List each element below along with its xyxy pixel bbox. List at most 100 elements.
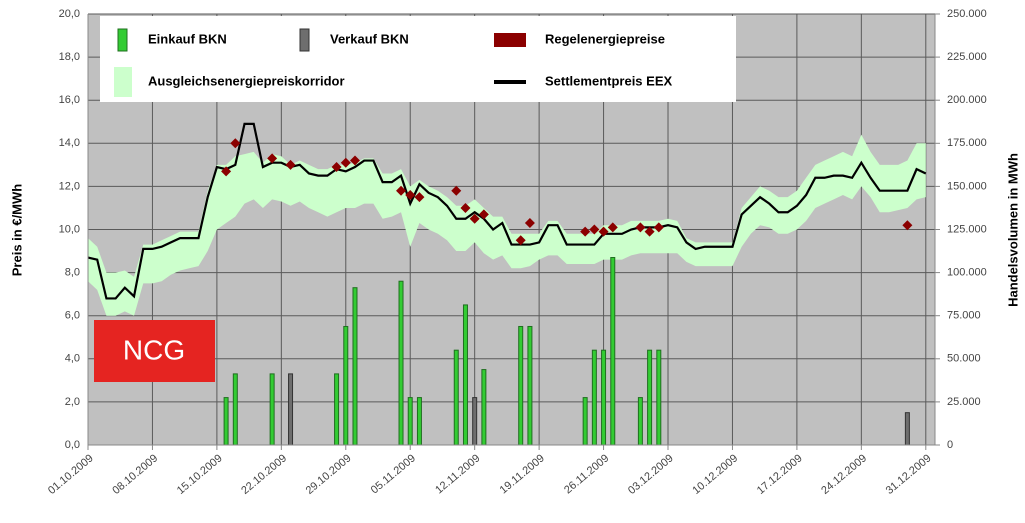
y-tick-label: 18,0 (59, 51, 80, 63)
price-marker (644, 226, 655, 237)
price-marker (340, 157, 351, 168)
x-tick-label: 22.10.2009 (239, 452, 289, 497)
price-marker (598, 226, 609, 237)
price-marker (267, 153, 278, 164)
volume-bar (398, 280, 404, 446)
x-tick-label: 26.11.2009 (562, 452, 611, 496)
volume-bar (407, 397, 413, 446)
volume-bar (904, 412, 910, 446)
x-tick-label: 01.10.2009 (46, 452, 96, 497)
price-marker (478, 209, 489, 220)
x-tick-label: 05.11.2009 (369, 452, 418, 496)
legend-label: Verkauf BKN (330, 31, 409, 46)
volume-bar (647, 349, 653, 446)
price-marker (469, 213, 480, 224)
y2-tick-label: 175.000 (947, 137, 987, 149)
volume-bar (269, 373, 275, 446)
price-marker (653, 222, 664, 233)
legend-items: Einkauf BKN Verkauf BKN Regelenergieprei… (114, 28, 672, 97)
price-marker (515, 235, 526, 246)
y2-tick-label: 50.000 (947, 353, 981, 365)
volume-bar (472, 397, 478, 446)
volume-bar (453, 349, 459, 446)
y-tick-label: 2,0 (65, 396, 80, 408)
annotation: NCG (123, 334, 185, 365)
legend-swatch (117, 28, 128, 52)
y-tick-label: 4,0 (65, 353, 80, 365)
volume-bar (462, 304, 468, 446)
volume-bar (232, 373, 238, 446)
x-tick-label: 24.12.2009 (819, 452, 869, 497)
x-tick-label: 10.12.2009 (690, 452, 740, 497)
corridor-area (88, 134, 926, 316)
legend-swatch (114, 67, 132, 97)
x-tick-label: 08.10.2009 (110, 452, 160, 497)
y2-tick-label: 75.000 (947, 310, 981, 322)
y2-axis-title: Handelsvolumen in MWh (1005, 153, 1020, 307)
price-marker (221, 166, 232, 177)
price-marker (414, 192, 425, 203)
price-marker (285, 159, 296, 170)
x-tick-label: 19.11.2009 (498, 452, 547, 496)
legend-label: Einkauf BKN (148, 31, 227, 46)
x-tick-label: 31.12.2009 (884, 452, 934, 497)
x-tick-label: 29.10.2009 (304, 452, 354, 497)
price-marker (607, 222, 618, 233)
y-tick-label: 0,0 (65, 439, 80, 451)
volume-bar (527, 325, 533, 446)
volume-bar (637, 397, 643, 446)
y2-tick-label: 225.000 (947, 51, 987, 63)
price-marker (524, 218, 535, 229)
y2-tick-label: 250.000 (947, 8, 987, 20)
y-tick-label: 10,0 (59, 223, 80, 235)
volume-bar (223, 397, 229, 446)
volume-bar (343, 325, 349, 446)
price-marker (230, 138, 241, 149)
x-tick-label: 15.10.2009 (175, 452, 225, 497)
y-tick-label: 16,0 (59, 94, 80, 106)
y2-tick-label: 100.000 (947, 267, 987, 279)
price-marker (460, 202, 471, 213)
y-tick-label: 8,0 (65, 267, 80, 279)
x-tick-label: 03.12.2009 (626, 452, 676, 497)
volume-bar (481, 369, 487, 446)
volume-bar (610, 257, 616, 446)
price-marker (405, 190, 416, 201)
volume-bar (601, 349, 607, 446)
x-tick-label: 12.11.2009 (433, 452, 482, 496)
volume-bar (416, 397, 422, 446)
y2-tick-label: 150.000 (947, 180, 987, 192)
y2-tick-label: 0 (947, 439, 953, 451)
y-tick-label: 6,0 (65, 310, 80, 322)
price-marker (349, 155, 360, 166)
legend-label: Regelenergiepreise (545, 31, 665, 46)
price-marker (902, 220, 913, 231)
x-tick-label: 17.12.2009 (755, 452, 805, 497)
price-marker (635, 222, 646, 233)
price-marker (396, 185, 407, 196)
volume-bar (591, 349, 597, 446)
price-marker (451, 185, 462, 196)
y-tick-label: 20,0 (59, 8, 80, 20)
price-marker (580, 226, 591, 237)
legend-label: Settlementpreis EEX (545, 73, 672, 88)
price-marker (589, 224, 600, 235)
y2-tick-label: 200.000 (947, 94, 987, 106)
legend-swatch (299, 28, 310, 52)
y2-tick-label: 25.000 (947, 396, 981, 408)
volume-bar (334, 373, 340, 446)
y2-tick-label: 125.000 (947, 223, 987, 235)
volume-bar (582, 397, 588, 446)
legend-swatch (494, 33, 526, 47)
legend-label: Ausgleichsenergiepreiskorridor (148, 73, 345, 88)
price-marker (331, 162, 342, 173)
y-tick-label: 12,0 (59, 180, 80, 192)
volume-bar (656, 349, 662, 446)
annotation-box (94, 320, 215, 382)
volume-bar (352, 287, 358, 446)
y-axis-title: Preis in €/MWh (9, 184, 24, 277)
y-tick-label: 14,0 (59, 137, 80, 149)
volume-bar (518, 325, 524, 446)
legend (100, 16, 736, 102)
